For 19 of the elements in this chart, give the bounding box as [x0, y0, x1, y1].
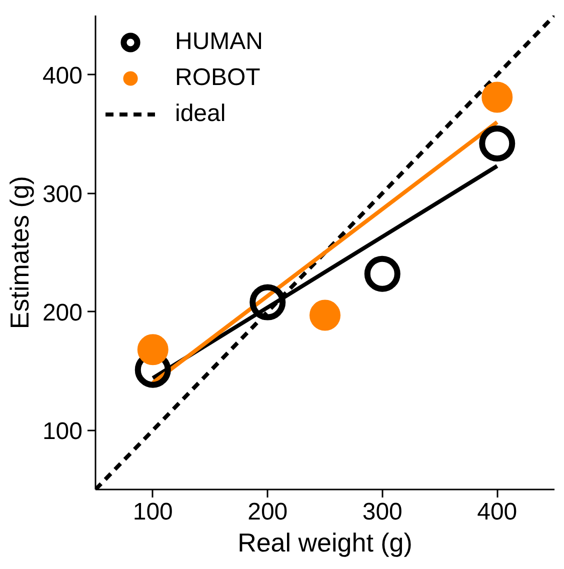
x-tick-label: 100 [132, 498, 173, 526]
point [479, 126, 516, 162]
y-tick-label: 300 [42, 180, 83, 208]
legend-label: HUMAN [175, 28, 263, 56]
point [137, 334, 168, 366]
point [310, 300, 340, 331]
x-tick-label: 300 [362, 498, 402, 526]
y-tick-label: 400 [42, 62, 83, 90]
x-tick-label: 400 [477, 498, 518, 526]
legend-label: ideal [175, 100, 226, 128]
point [364, 256, 400, 292]
y-axis-title: Estimates (g) [4, 176, 34, 330]
legend-label: ROBOT [175, 64, 260, 92]
x-axis-title: Real weight (g) [238, 528, 412, 558]
y-tick-label: 100 [42, 418, 83, 445]
y-tick-label: 200 [42, 299, 83, 326]
point [250, 284, 286, 320]
point [482, 82, 513, 113]
x-tick-label: 200 [248, 498, 288, 526]
